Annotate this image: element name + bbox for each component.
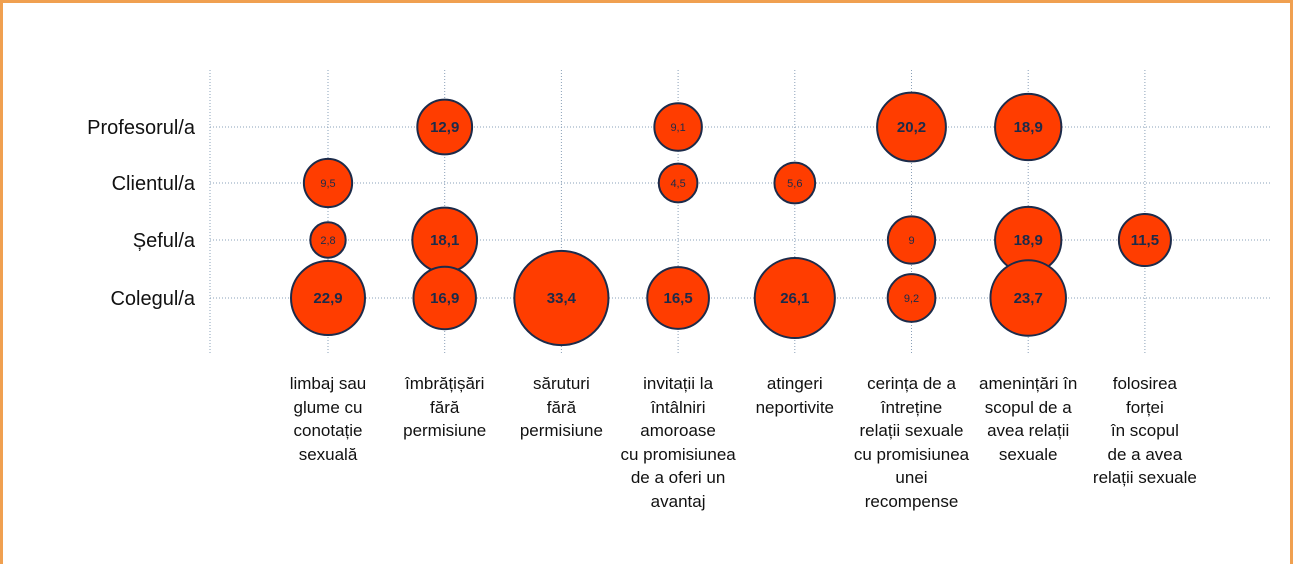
data-label: 9 [908, 235, 914, 247]
bubble [416, 98, 474, 156]
data-label: 18,1 [430, 232, 459, 249]
data-label: 16,9 [430, 290, 459, 307]
data-label: 12,9 [430, 119, 459, 136]
x-tick-label: limbaj sau glume cu conotație sexuală [289, 374, 367, 464]
data-label: 5,6 [787, 178, 802, 190]
x-tick-label: cerința de a întreține relații sexuale c… [853, 374, 970, 511]
y-tick-label: Șeful/a [133, 230, 196, 252]
data-label: 18,9 [1014, 119, 1043, 136]
bubble [653, 102, 703, 152]
y-tick-label: Clientul/a [112, 173, 196, 195]
bubble [994, 92, 1063, 162]
bubble [646, 266, 710, 330]
x-tick-label: amenințări în scopul de a avea relații s… [979, 374, 1078, 464]
bubble [657, 162, 699, 204]
data-label: 18,9 [1014, 232, 1043, 249]
data-label: 4,5 [670, 178, 685, 190]
data-label: 9,2 [904, 293, 919, 305]
data-label: 9,1 [670, 122, 685, 134]
bubble [886, 215, 937, 265]
data-label: 33,4 [547, 290, 577, 307]
plot: Profesorul/a 12,9 9,1 20,2 18,9 Clientul/a 9,5… [87, 70, 1270, 355]
data-label: 22,9 [313, 290, 342, 307]
data-label: 9,5 [320, 178, 335, 190]
bubble [1117, 212, 1172, 268]
bubble [290, 260, 366, 336]
x-tick-label: atingeri neportivite [755, 374, 835, 417]
data-label: 16,5 [663, 290, 692, 307]
data-label: 23,7 [1014, 290, 1043, 307]
data-label: 11,5 [1131, 232, 1159, 249]
bubble [309, 221, 347, 259]
bubble [302, 157, 354, 209]
x-tick-label: invitații la întâlniri amoroase cu promi… [620, 374, 736, 511]
x-tick-label: îmbrățișări fără permisiune [403, 374, 487, 440]
x-tick-label: săruturi fără permisiune [519, 374, 603, 440]
bubble [773, 161, 817, 205]
data-label: 26,1 [780, 290, 809, 307]
y-tick-label: Colegul/a [110, 288, 195, 310]
bubble [886, 273, 937, 323]
bubble [412, 265, 477, 331]
data-label: 20,2 [897, 119, 926, 136]
y-tick-label: Profesorul/a [87, 117, 196, 139]
bubble [513, 249, 610, 347]
bubble [753, 256, 836, 340]
data-label: 2,8 [320, 235, 335, 247]
bubble [876, 91, 947, 163]
bubble [989, 259, 1067, 337]
x-tick-label: folosirea forței în scopul de a avea rel… [1092, 374, 1197, 487]
